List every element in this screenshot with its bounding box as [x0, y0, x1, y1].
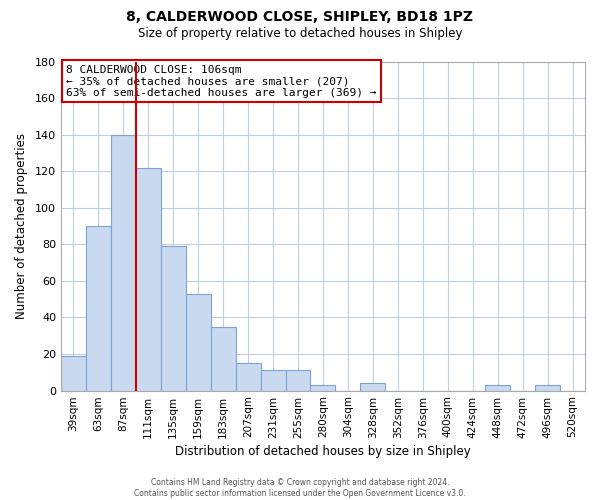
Text: Size of property relative to detached houses in Shipley: Size of property relative to detached ho…: [138, 28, 462, 40]
Bar: [535, 385, 560, 390]
Bar: [61, 356, 86, 390]
Bar: [186, 294, 211, 390]
Y-axis label: Number of detached properties: Number of detached properties: [15, 133, 28, 319]
Bar: [136, 168, 161, 390]
Bar: [236, 363, 260, 390]
Bar: [310, 385, 335, 390]
X-axis label: Distribution of detached houses by size in Shipley: Distribution of detached houses by size …: [175, 444, 471, 458]
Bar: [485, 385, 510, 390]
Text: Contains HM Land Registry data © Crown copyright and database right 2024.
Contai: Contains HM Land Registry data © Crown c…: [134, 478, 466, 498]
Text: 8, CALDERWOOD CLOSE, SHIPLEY, BD18 1PZ: 8, CALDERWOOD CLOSE, SHIPLEY, BD18 1PZ: [127, 10, 473, 24]
Bar: [286, 370, 310, 390]
Bar: [260, 370, 286, 390]
Bar: [86, 226, 111, 390]
Bar: [361, 384, 385, 390]
Text: 8 CALDERWOOD CLOSE: 106sqm
← 35% of detached houses are smaller (207)
63% of sem: 8 CALDERWOOD CLOSE: 106sqm ← 35% of deta…: [66, 65, 377, 98]
Bar: [111, 134, 136, 390]
Bar: [161, 246, 186, 390]
Bar: [211, 326, 236, 390]
